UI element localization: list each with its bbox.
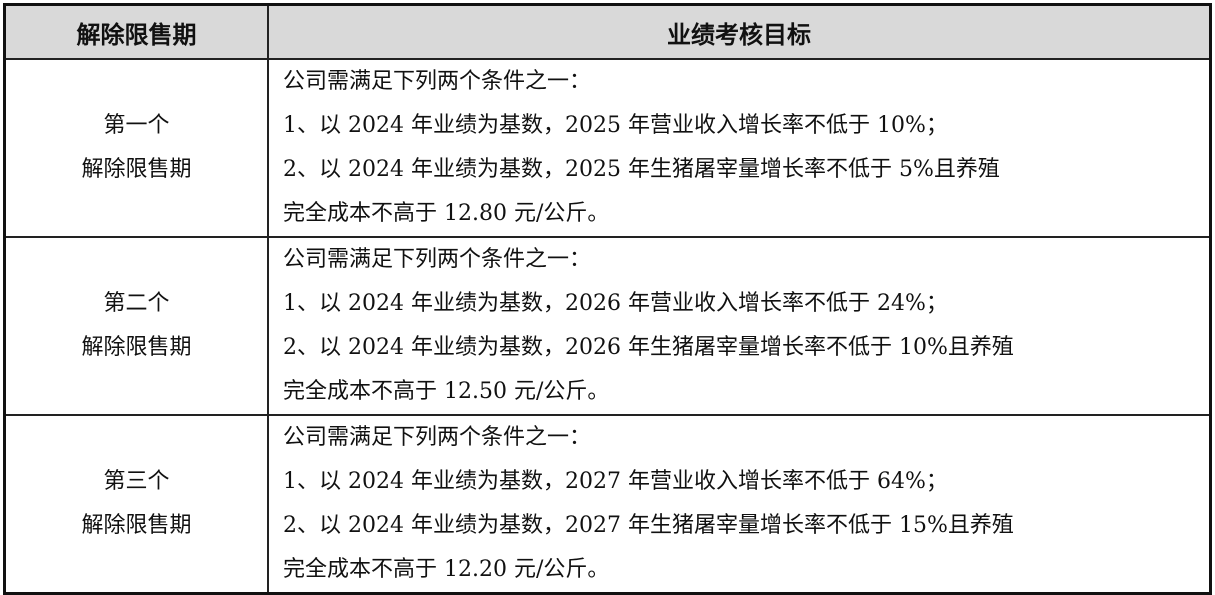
period-cell: 第二个 解除限售期	[3, 236, 269, 416]
target-line: 2、以 2024 年业绩为基数，2026 年生猪屠宰量增长率不低于 10%且养殖	[283, 335, 1014, 360]
target-line: 1、以 2024 年业绩为基数，2026 年营业收入增长率不低于 24%；	[283, 291, 948, 316]
target-line: 完全成本不高于 12.50 元/公斤。	[283, 379, 610, 404]
period-label: 第三个	[103, 469, 170, 494]
period-label: 解除限售期	[81, 335, 192, 360]
target-line: 公司需满足下列两个条件之一：	[283, 69, 592, 94]
header-row: 解除限售期 业绩考核目标	[3, 3, 1212, 60]
period-cell: 第一个 解除限售期	[3, 58, 269, 238]
table-row: 第一个解除限售期 公司需满足下列两个条件之一： 1、以 2024 年业绩为基数，…	[3, 58, 1212, 238]
target-line: 完全成本不高于 12.80 元/公斤。	[283, 201, 610, 226]
period-label: 解除限售期	[81, 513, 192, 538]
target-line: 1、以 2024 年业绩为基数，2025 年营业收入增长率不低于 10%；	[283, 113, 948, 138]
period-label: 第二个	[103, 291, 170, 316]
period-label: 第一个	[103, 113, 170, 138]
target-line: 1、以 2024 年业绩为基数，2027 年营业收入增长率不低于 64%；	[283, 469, 948, 494]
target-line: 2、以 2024 年业绩为基数，2027 年生猪屠宰量增长率不低于 15%且养殖	[283, 513, 1014, 538]
target-line: 完全成本不高于 12.20 元/公斤。	[283, 557, 610, 582]
target-cell: 公司需满足下列两个条件之一： 1、以 2024 年业绩为基数，2026 年营业收…	[267, 236, 1212, 416]
table-row: 第二个解除限售期 公司需满足下列两个条件之一： 1、以 2024 年业绩为基数，…	[3, 236, 1212, 416]
performance-target-table: 解除限售期 业绩考核目标 第一个 解除限售期 公司需满足下列两个条件之一： 1、以…	[3, 3, 1212, 595]
table-row: 第三个解除限售期 公司需满足下列两个条件之一： 1、以 2024 年业绩为基数，…	[3, 414, 1212, 595]
header-target: 业绩考核目标	[267, 3, 1212, 60]
target-line: 公司需满足下列两个条件之一：	[283, 425, 592, 450]
header-period: 解除限售期	[3, 3, 269, 60]
period-cell: 第三个 解除限售期	[3, 414, 269, 595]
target-cell: 公司需满足下列两个条件之一： 1、以 2024 年业绩为基数，2027 年营业收…	[267, 414, 1212, 595]
target-line: 2、以 2024 年业绩为基数，2025 年生猪屠宰量增长率不低于 5%且养殖	[283, 157, 1000, 182]
period-label: 解除限售期	[81, 157, 192, 182]
target-line: 公司需满足下列两个条件之一：	[283, 247, 592, 272]
target-cell: 公司需满足下列两个条件之一： 1、以 2024 年业绩为基数，2025 年营业收…	[267, 58, 1212, 238]
